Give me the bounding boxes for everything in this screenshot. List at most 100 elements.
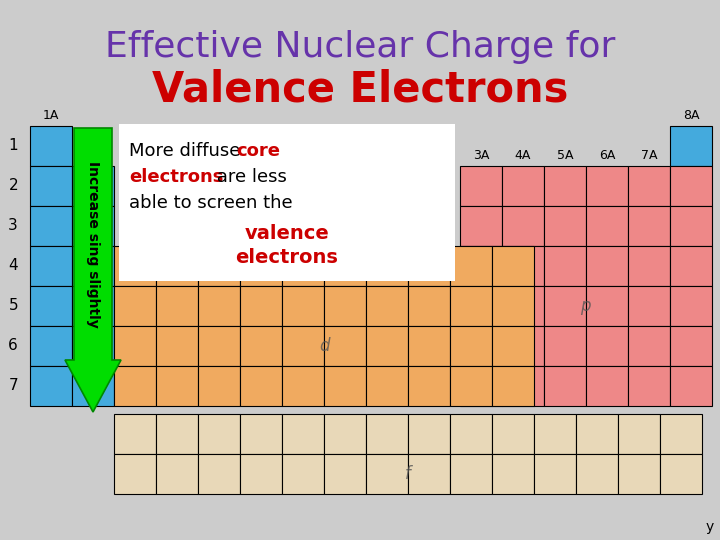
Bar	[502, 366, 544, 406]
Bar	[670, 366, 712, 406]
Text: 5A: 5A	[557, 149, 573, 162]
Bar	[30, 206, 72, 246]
Bar	[72, 166, 114, 206]
Bar	[586, 246, 628, 286]
Bar	[502, 326, 544, 366]
Text: 8A: 8A	[683, 109, 699, 122]
Bar	[670, 126, 712, 166]
Bar	[156, 366, 198, 406]
Bar	[408, 454, 450, 494]
Bar	[492, 366, 534, 406]
Bar	[460, 286, 502, 326]
Bar	[282, 454, 324, 494]
Bar	[408, 414, 450, 454]
Text: Valence Electrons: Valence Electrons	[152, 68, 568, 110]
Bar	[450, 246, 492, 286]
Text: Effective Nuclear Charge for: Effective Nuclear Charge for	[105, 30, 615, 64]
Text: are less: are less	[211, 168, 287, 186]
Text: 3A: 3A	[473, 149, 489, 162]
Text: 2: 2	[89, 149, 97, 162]
Bar	[240, 326, 282, 366]
Bar	[450, 366, 492, 406]
Bar	[492, 454, 534, 494]
FancyArrow shape	[65, 128, 121, 412]
Bar	[366, 454, 408, 494]
Bar	[460, 246, 502, 286]
Bar	[586, 206, 628, 246]
Text: electrons: electrons	[235, 248, 338, 267]
Bar	[198, 414, 240, 454]
Bar	[72, 326, 114, 366]
Bar	[660, 454, 702, 494]
Bar	[450, 286, 492, 326]
Bar	[544, 366, 586, 406]
Bar	[366, 326, 408, 366]
Text: 7A: 7A	[641, 149, 657, 162]
Bar	[670, 326, 712, 366]
Bar	[492, 246, 534, 286]
Bar	[534, 454, 576, 494]
Bar	[324, 414, 366, 454]
Bar	[198, 454, 240, 494]
Bar	[576, 454, 618, 494]
Bar	[114, 454, 156, 494]
Bar	[114, 286, 156, 326]
Text: core: core	[236, 142, 280, 160]
Bar	[618, 414, 660, 454]
Bar	[660, 414, 702, 454]
Bar	[628, 286, 670, 326]
Bar	[282, 246, 324, 286]
Bar	[492, 414, 534, 454]
Bar	[114, 326, 156, 366]
Bar	[460, 166, 502, 206]
Bar	[628, 326, 670, 366]
Bar	[156, 454, 198, 494]
Text: y: y	[706, 520, 714, 534]
Bar	[324, 286, 366, 326]
Bar	[492, 286, 534, 326]
Bar	[240, 246, 282, 286]
Text: Increase sing slightly: Increase sing slightly	[86, 160, 100, 327]
Bar	[576, 414, 618, 454]
Bar	[544, 206, 586, 246]
Bar	[502, 166, 544, 206]
Bar	[544, 166, 586, 206]
Bar	[119, 124, 455, 281]
Text: 5: 5	[9, 299, 18, 314]
Bar	[366, 246, 408, 286]
Bar	[240, 414, 282, 454]
Bar	[282, 366, 324, 406]
Bar	[282, 414, 324, 454]
Bar	[460, 326, 502, 366]
Bar	[72, 366, 114, 406]
Text: 6: 6	[8, 339, 18, 354]
Bar	[72, 286, 114, 326]
Text: 6A: 6A	[599, 149, 615, 162]
Bar	[670, 246, 712, 286]
Bar	[240, 286, 282, 326]
Bar	[502, 246, 544, 286]
Bar	[628, 366, 670, 406]
Bar	[544, 286, 586, 326]
Text: 1: 1	[9, 138, 18, 153]
Bar	[198, 246, 240, 286]
Bar	[366, 286, 408, 326]
Bar	[408, 286, 450, 326]
Bar	[670, 286, 712, 326]
Bar	[240, 454, 282, 494]
Bar	[502, 206, 544, 246]
Bar	[450, 414, 492, 454]
Bar	[114, 246, 156, 286]
Bar	[586, 166, 628, 206]
Text: More diffuse: More diffuse	[129, 142, 246, 160]
Bar	[408, 326, 450, 366]
Bar	[114, 366, 156, 406]
Bar	[156, 286, 198, 326]
Bar	[366, 414, 408, 454]
Bar	[30, 286, 72, 326]
Bar	[586, 326, 628, 366]
Bar	[282, 286, 324, 326]
Bar	[544, 326, 586, 366]
Text: 4A: 4A	[515, 149, 531, 162]
Text: s: s	[87, 299, 95, 314]
